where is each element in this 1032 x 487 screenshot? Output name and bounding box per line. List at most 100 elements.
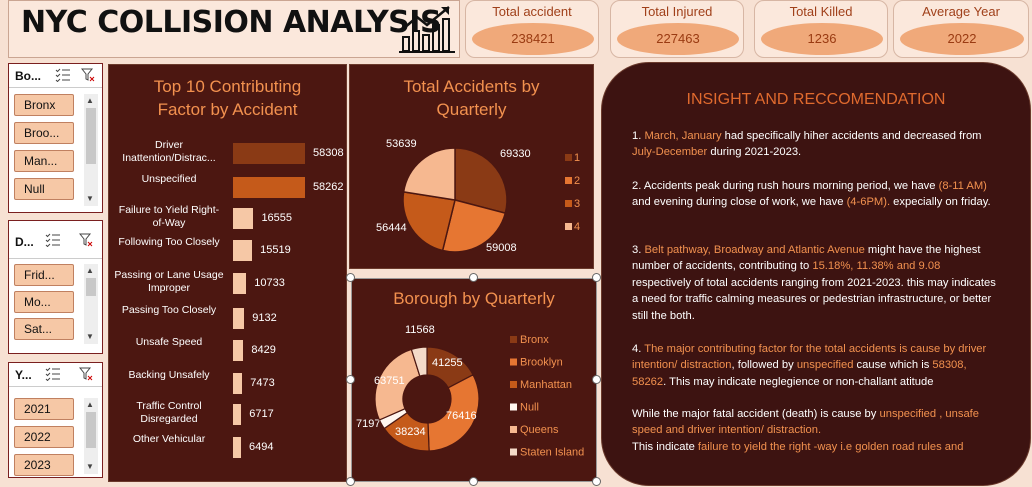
- slicer-item-manhattan[interactable]: Man...: [14, 150, 74, 172]
- quarterly-pie-panel[interactable]: Total Accidents by Quarterly 69330 59008 5…: [349, 64, 594, 269]
- legend-swatch: [510, 358, 517, 366]
- bar: [233, 177, 305, 198]
- slicer-item-saturday[interactable]: Sat...: [14, 318, 74, 340]
- multi-select-icon[interactable]: [45, 367, 61, 381]
- slicer-item-monday[interactable]: Mo...: [14, 291, 74, 313]
- insight-paragraph-3: 3. Belt pathway, Broadway and Atlantic A…: [632, 244, 996, 322]
- donut-slice: [427, 374, 480, 452]
- slicer-item-brooklyn[interactable]: Broo...: [14, 122, 74, 144]
- scroll-thumb[interactable]: [86, 108, 96, 164]
- bar: [233, 143, 305, 164]
- insight-title: INSIGHT AND RECCOMENDATION: [686, 91, 946, 108]
- slicer-title: Y...: [15, 368, 32, 382]
- resize-handle[interactable]: [469, 477, 478, 486]
- kpi-value: 227463: [617, 23, 739, 55]
- bar-value-label: 16555: [261, 212, 293, 224]
- scroll-down-icon[interactable]: ▼: [86, 194, 94, 203]
- legend-label: Manhattan: [520, 379, 572, 391]
- bar-category-label: Traffic Control Disregarded: [136, 400, 202, 425]
- slicer-item-2021[interactable]: 2021: [14, 398, 74, 420]
- slicer-item-null[interactable]: Null: [14, 178, 74, 200]
- legend-label: 4: [574, 221, 580, 233]
- kpi-total-killed: Total Killed 1236: [754, 0, 888, 58]
- slicer-header: D...: [9, 221, 102, 259]
- donut-value-label: 41255: [432, 357, 463, 369]
- slicer-item-friday[interactable]: Frid...: [14, 264, 74, 286]
- bar-category-label: Backing Unsafely: [128, 369, 210, 381]
- slicer-header: Y...: [9, 363, 102, 387]
- legend-swatch: [510, 448, 517, 456]
- scroll-down-icon[interactable]: ▼: [86, 462, 94, 471]
- resize-handle[interactable]: [346, 273, 355, 282]
- resize-handle[interactable]: [592, 477, 601, 486]
- dashboard-header: NYC COLLISION ANALYSIS: [8, 0, 460, 58]
- scrollbar[interactable]: ▲ ▼: [84, 264, 98, 344]
- slicer-item-2023[interactable]: 2023: [14, 454, 74, 476]
- slicer-title: D...: [15, 235, 34, 249]
- scroll-up-icon[interactable]: ▲: [86, 266, 94, 275]
- kpi-total-accident: Total accident 238421: [465, 0, 599, 58]
- slicer-header: Bo...: [9, 64, 102, 88]
- resize-handle[interactable]: [346, 477, 355, 486]
- slicer-item-bronx[interactable]: Bronx: [14, 94, 74, 116]
- resize-handle[interactable]: [346, 375, 355, 384]
- pie-value-label: 53639: [386, 138, 417, 150]
- legend-swatch: [565, 177, 572, 184]
- bar-category-label: Driver Inattention/Distrac...: [122, 139, 216, 164]
- clear-filter-icon[interactable]: [79, 367, 93, 381]
- borough-donut-panel[interactable]: Borough by Quarterly 41255 76416 38234 7197…: [351, 278, 597, 482]
- slicer-year[interactable]: Y... 2021 2022 2023 ▲ ▼: [8, 362, 103, 478]
- donut-value-label: 11568: [405, 324, 435, 336]
- scroll-up-icon[interactable]: ▲: [86, 96, 94, 105]
- chart-title: Top 10 Contributing Factor by Accident: [153, 77, 302, 119]
- multi-select-icon[interactable]: [55, 68, 71, 82]
- scroll-up-icon[interactable]: ▲: [86, 400, 94, 409]
- resize-handle[interactable]: [592, 375, 601, 384]
- donut-value-label: 76416: [446, 410, 477, 422]
- multi-select-icon[interactable]: [45, 233, 61, 247]
- kpi-label: Total Injured: [641, 4, 713, 19]
- donut-slice: [374, 348, 421, 421]
- pie-value-label: 56444: [376, 222, 407, 234]
- legend-swatch: [565, 223, 572, 230]
- scrollbar[interactable]: ▲ ▼: [84, 94, 98, 206]
- slicer-day[interactable]: D... Frid... Mo... Sat... ▲ ▼: [8, 220, 103, 354]
- chart-title: Total Accidents by Quarterly: [403, 77, 540, 119]
- clear-filter-icon[interactable]: [81, 68, 95, 82]
- bar-value-label: 58262: [312, 181, 344, 193]
- bar: [233, 240, 253, 261]
- scroll-thumb[interactable]: [86, 278, 96, 296]
- legend-swatch: [565, 200, 572, 207]
- bar-value-label: 6494: [249, 441, 274, 453]
- donut-slice: [410, 346, 428, 377]
- bar-category-label: Failure to Yield Right-of-Way: [118, 204, 220, 229]
- chart-title: Borough by Quarterly: [393, 289, 555, 308]
- bar-value-label: 58308: [313, 147, 344, 159]
- scrollbar[interactable]: ▲ ▼: [84, 398, 98, 474]
- slicer-borough[interactable]: Bo... Bronx Broo... Man... Null ▲ ▼: [8, 63, 103, 213]
- bar-chart-trend-icon: [399, 6, 455, 53]
- bar-category-label: Passing Too Closely: [121, 304, 217, 316]
- scroll-down-icon[interactable]: ▼: [86, 332, 94, 341]
- kpi-label: Average Year: [922, 4, 1000, 19]
- insight-panel: INSIGHT AND RECCOMENDATION 1. March, Jan…: [601, 62, 1031, 486]
- insight-paragraph-5: While the major fatal accident (death) i…: [632, 408, 980, 453]
- scroll-thumb[interactable]: [86, 412, 96, 448]
- borough-donut-chart: 41255 76416 38234 7197 63751 11568 Bronx Brookl…: [356, 324, 584, 459]
- slicer-item-2022[interactable]: 2022: [14, 426, 74, 448]
- bar-value-label: 9132: [252, 312, 277, 324]
- bar-category-label: Following Too Closely: [118, 236, 220, 248]
- legend-label: 2: [574, 175, 580, 187]
- legend-swatch: [510, 426, 517, 433]
- page-title: NYC COLLISION ANALYSIS: [21, 5, 442, 40]
- kpi-value: 1236: [761, 23, 883, 55]
- pie-slice: [441, 199, 507, 253]
- resize-handle[interactable]: [592, 273, 601, 282]
- resize-handle[interactable]: [469, 273, 478, 282]
- legend-swatch: [510, 336, 517, 343]
- bar-value-label: 10733: [254, 277, 285, 289]
- bar-chart-panel[interactable]: Top 10 Contributing Factor by Accident D…: [108, 64, 347, 482]
- pie-slice: [402, 190, 456, 252]
- clear-filter-icon[interactable]: [79, 233, 93, 247]
- kpi-value: 2022: [900, 23, 1024, 55]
